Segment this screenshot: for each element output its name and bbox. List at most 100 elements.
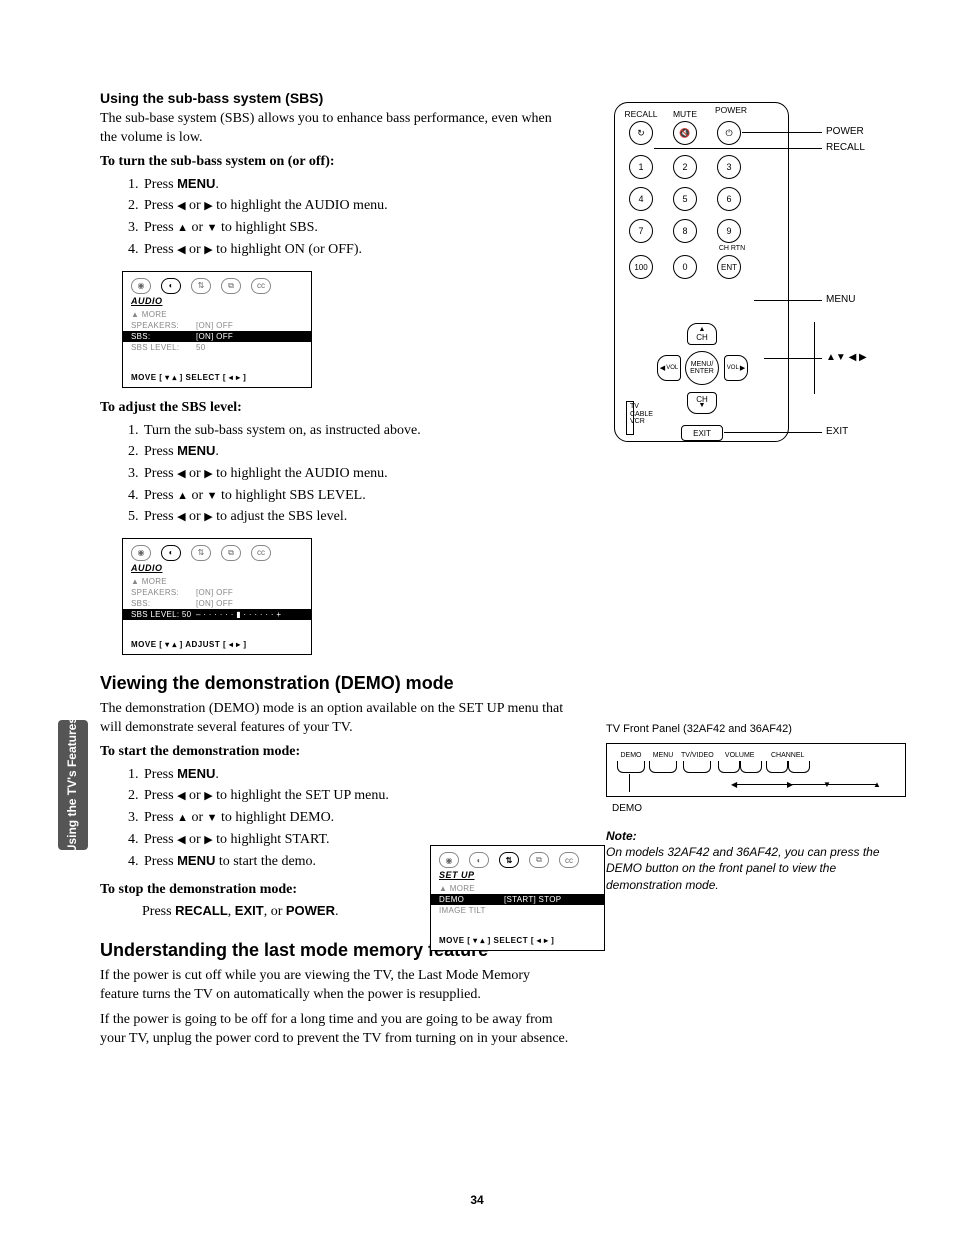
step: Press ▲ or ▼ to highlight DEMO. (142, 807, 420, 829)
osd-rows: ▲ MOREDEMO[START] STOPIMAGE TILT (431, 883, 604, 916)
demo-start-steps: Press MENU. Press ◀ or ▶ to highlight th… (100, 764, 420, 872)
step: Press ◀ or ▶ to adjust the SBS level. (142, 506, 570, 528)
power-button[interactable]: ⏻ (717, 121, 741, 145)
demo-start-lead: To start the demonstration mode: (100, 744, 570, 760)
osd-row: ▲ MORE (123, 576, 311, 587)
osd-title: AUDIO (123, 296, 311, 309)
sbs-adjust-lead: To adjust the SBS level: (100, 400, 570, 416)
keypad-3[interactable]: 3 (717, 155, 741, 179)
osd-tab-icon: cc (251, 545, 271, 561)
osd-footer: MOVE [ ▾ ▴ ] SELECT [ ◂ ▸ ] (431, 930, 604, 950)
note-block: Note: On models 32AF42 and 36AF42, you c… (606, 828, 886, 893)
keypad-5[interactable]: 5 (673, 187, 697, 211)
osd-tab-icon: ◉ (131, 545, 151, 561)
step: Press MENU. (142, 441, 570, 463)
fp-ch-down[interactable] (766, 761, 788, 773)
osd-row: SBS:[ON] OFF (123, 331, 311, 342)
osd-row: DEMO[START] STOP (431, 894, 604, 905)
label-power: POWER (711, 105, 751, 115)
front-panel-diagram: TV Front Panel (32AF42 and 36AF42) DEMO … (606, 723, 906, 893)
osd-rows: ▲ MORESPEAKERS:[ON] OFFSBS:[ON] OFFSBS L… (123, 309, 311, 353)
fp-tvvideo-button[interactable] (683, 761, 711, 773)
exit-button[interactable]: EXIT (681, 425, 723, 441)
osd-audio-sbs: ◉ ◐ ⇅ ⧉ cc AUDIO ▲ MORESPEAKERS:[ON] OFF… (122, 271, 312, 388)
fp-title: TV Front Panel (32AF42 and 36AF42) (606, 723, 906, 735)
dpad-down[interactable]: CH▼ (687, 392, 717, 414)
fp-label: VOLUME (725, 752, 755, 759)
fp-demo-button[interactable] (617, 761, 645, 773)
keypad-6[interactable]: 6 (717, 187, 741, 211)
step: Press MENU to start the demo. (142, 851, 420, 873)
fp-label: DEMO (621, 752, 642, 759)
osd-row: SBS LEVEL:50 (123, 342, 311, 353)
keypad-8[interactable]: 8 (673, 219, 697, 243)
step: Press ◀ or ▶ to highlight the AUDIO menu… (142, 195, 570, 217)
osd-tab-icon: ◉ (439, 852, 459, 868)
keypad-100[interactable]: 100 (629, 255, 653, 279)
fp-label: CHANNEL (771, 752, 804, 759)
fp-menu-button[interactable] (649, 761, 677, 773)
osd-tab-icon: ⇅ (191, 278, 211, 294)
recall-button[interactable]: ↻ (629, 121, 653, 145)
osd-row: IMAGE TILT (431, 905, 604, 916)
page-number: 34 (0, 1193, 954, 1207)
osd-row: ▲ MORE (431, 883, 604, 894)
step: Press MENU. (142, 764, 420, 786)
sbs-on-lead: To turn the sub-bass system on (or off): (100, 154, 570, 170)
osd-tab-icon: ⇅ (499, 852, 519, 868)
fp-box: DEMO MENU TV/VIDEO VOLUME CHANNEL ◀ ▶ ▼ … (606, 743, 906, 797)
osd-tab-icon: ◐ (161, 278, 181, 294)
demo-intro: The demonstration (DEMO) mode is an opti… (100, 700, 570, 738)
lastmode-p2: If the power is going to be off for a lo… (100, 1011, 570, 1049)
callout-line (814, 358, 822, 359)
fp-demo-callout: DEMO (612, 803, 906, 814)
dpad-up[interactable]: ▲CH (687, 323, 717, 345)
osd-rows: ▲ MORESPEAKERS:[ON] OFFSBS:[ON] OFFSBS L… (123, 576, 311, 620)
callout-line (742, 132, 822, 133)
keypad-ENT[interactable]: ENT (717, 255, 741, 279)
step: Press ◀ or ▶ to highlight the SET UP men… (142, 785, 420, 807)
sbs-intro: The sub-base system (SBS) allows you to … (100, 110, 570, 148)
callout-arrows: ▲▼ ◀ ▶ (826, 352, 867, 363)
dpad-center[interactable]: MENU/ENTER (685, 351, 719, 385)
osd-setup-wrap: ◉ ◐ ⇅ ⧉ cc SET UP ▲ MOREDEMO[START] STOP… (430, 845, 605, 951)
fp-vol-up[interactable] (740, 761, 762, 773)
note-body: On models 32AF42 and 36AF42, you can pre… (606, 845, 880, 891)
step: Press ◀ or ▶ to highlight ON (or OFF). (142, 239, 570, 261)
remote-diagram: RECALL MUTE POWER ↻ 🔇 ⏻ 123 456 789 100 0 ENT… (604, 90, 894, 460)
dpad-right[interactable]: VOL▶ (724, 355, 748, 381)
osd-row: ▲ MORE (123, 309, 311, 320)
keypad-4[interactable]: 4 (629, 187, 653, 211)
keypad-7[interactable]: 7 (629, 219, 653, 243)
keypad-2[interactable]: 2 (673, 155, 697, 179)
dpad-left[interactable]: ◀VOL (657, 355, 681, 381)
osd-tab-icon: ⧉ (221, 545, 241, 561)
label-mute: MUTE (665, 109, 705, 119)
callout-power: POWER (826, 126, 864, 137)
osd-tab-icon: ◐ (161, 545, 181, 561)
callout-line (724, 432, 822, 433)
mute-button[interactable]: 🔇 (673, 121, 697, 145)
callout-line (754, 300, 822, 301)
demo-heading: Viewing the demonstration (DEMO) mode (100, 673, 570, 694)
callout-recall: RECALL (826, 142, 865, 153)
osd-tab-icon: ◉ (131, 278, 151, 294)
osd-setup: ◉ ◐ ⇅ ⧉ cc SET UP ▲ MOREDEMO[START] STOP… (430, 845, 605, 951)
keypad-9[interactable]: 9 (717, 219, 741, 243)
step: Press ▲ or ▼ to highlight SBS. (142, 217, 570, 239)
osd-tab-icon: ⧉ (529, 852, 549, 868)
osd-title: AUDIO (123, 563, 311, 576)
callout-menu: MENU (826, 294, 855, 305)
keypad-0[interactable]: 0 (673, 255, 697, 279)
sbs-adjust-steps: Turn the sub-bass system on, as instruct… (100, 420, 570, 528)
fp-vol-down[interactable] (718, 761, 740, 773)
osd-row: SPEAKERS:[ON] OFF (123, 587, 311, 598)
dpad: ▲CH CH▼ ◀VOL VOL▶ MENU/ENTER (655, 321, 750, 416)
fp-label: TV/VIDEO (681, 752, 714, 759)
step: Press ▲ or ▼ to highlight SBS LEVEL. (142, 485, 570, 507)
mode-switch-labels: TVCABLEVCR (630, 403, 653, 426)
sbs-heading: Using the sub-bass system (SBS) (100, 90, 570, 106)
keypad-1[interactable]: 1 (629, 155, 653, 179)
osd-row: SBS LEVEL: 50– · · · · · · ▮ · · · · · ·… (123, 609, 311, 620)
fp-ch-up[interactable] (788, 761, 810, 773)
